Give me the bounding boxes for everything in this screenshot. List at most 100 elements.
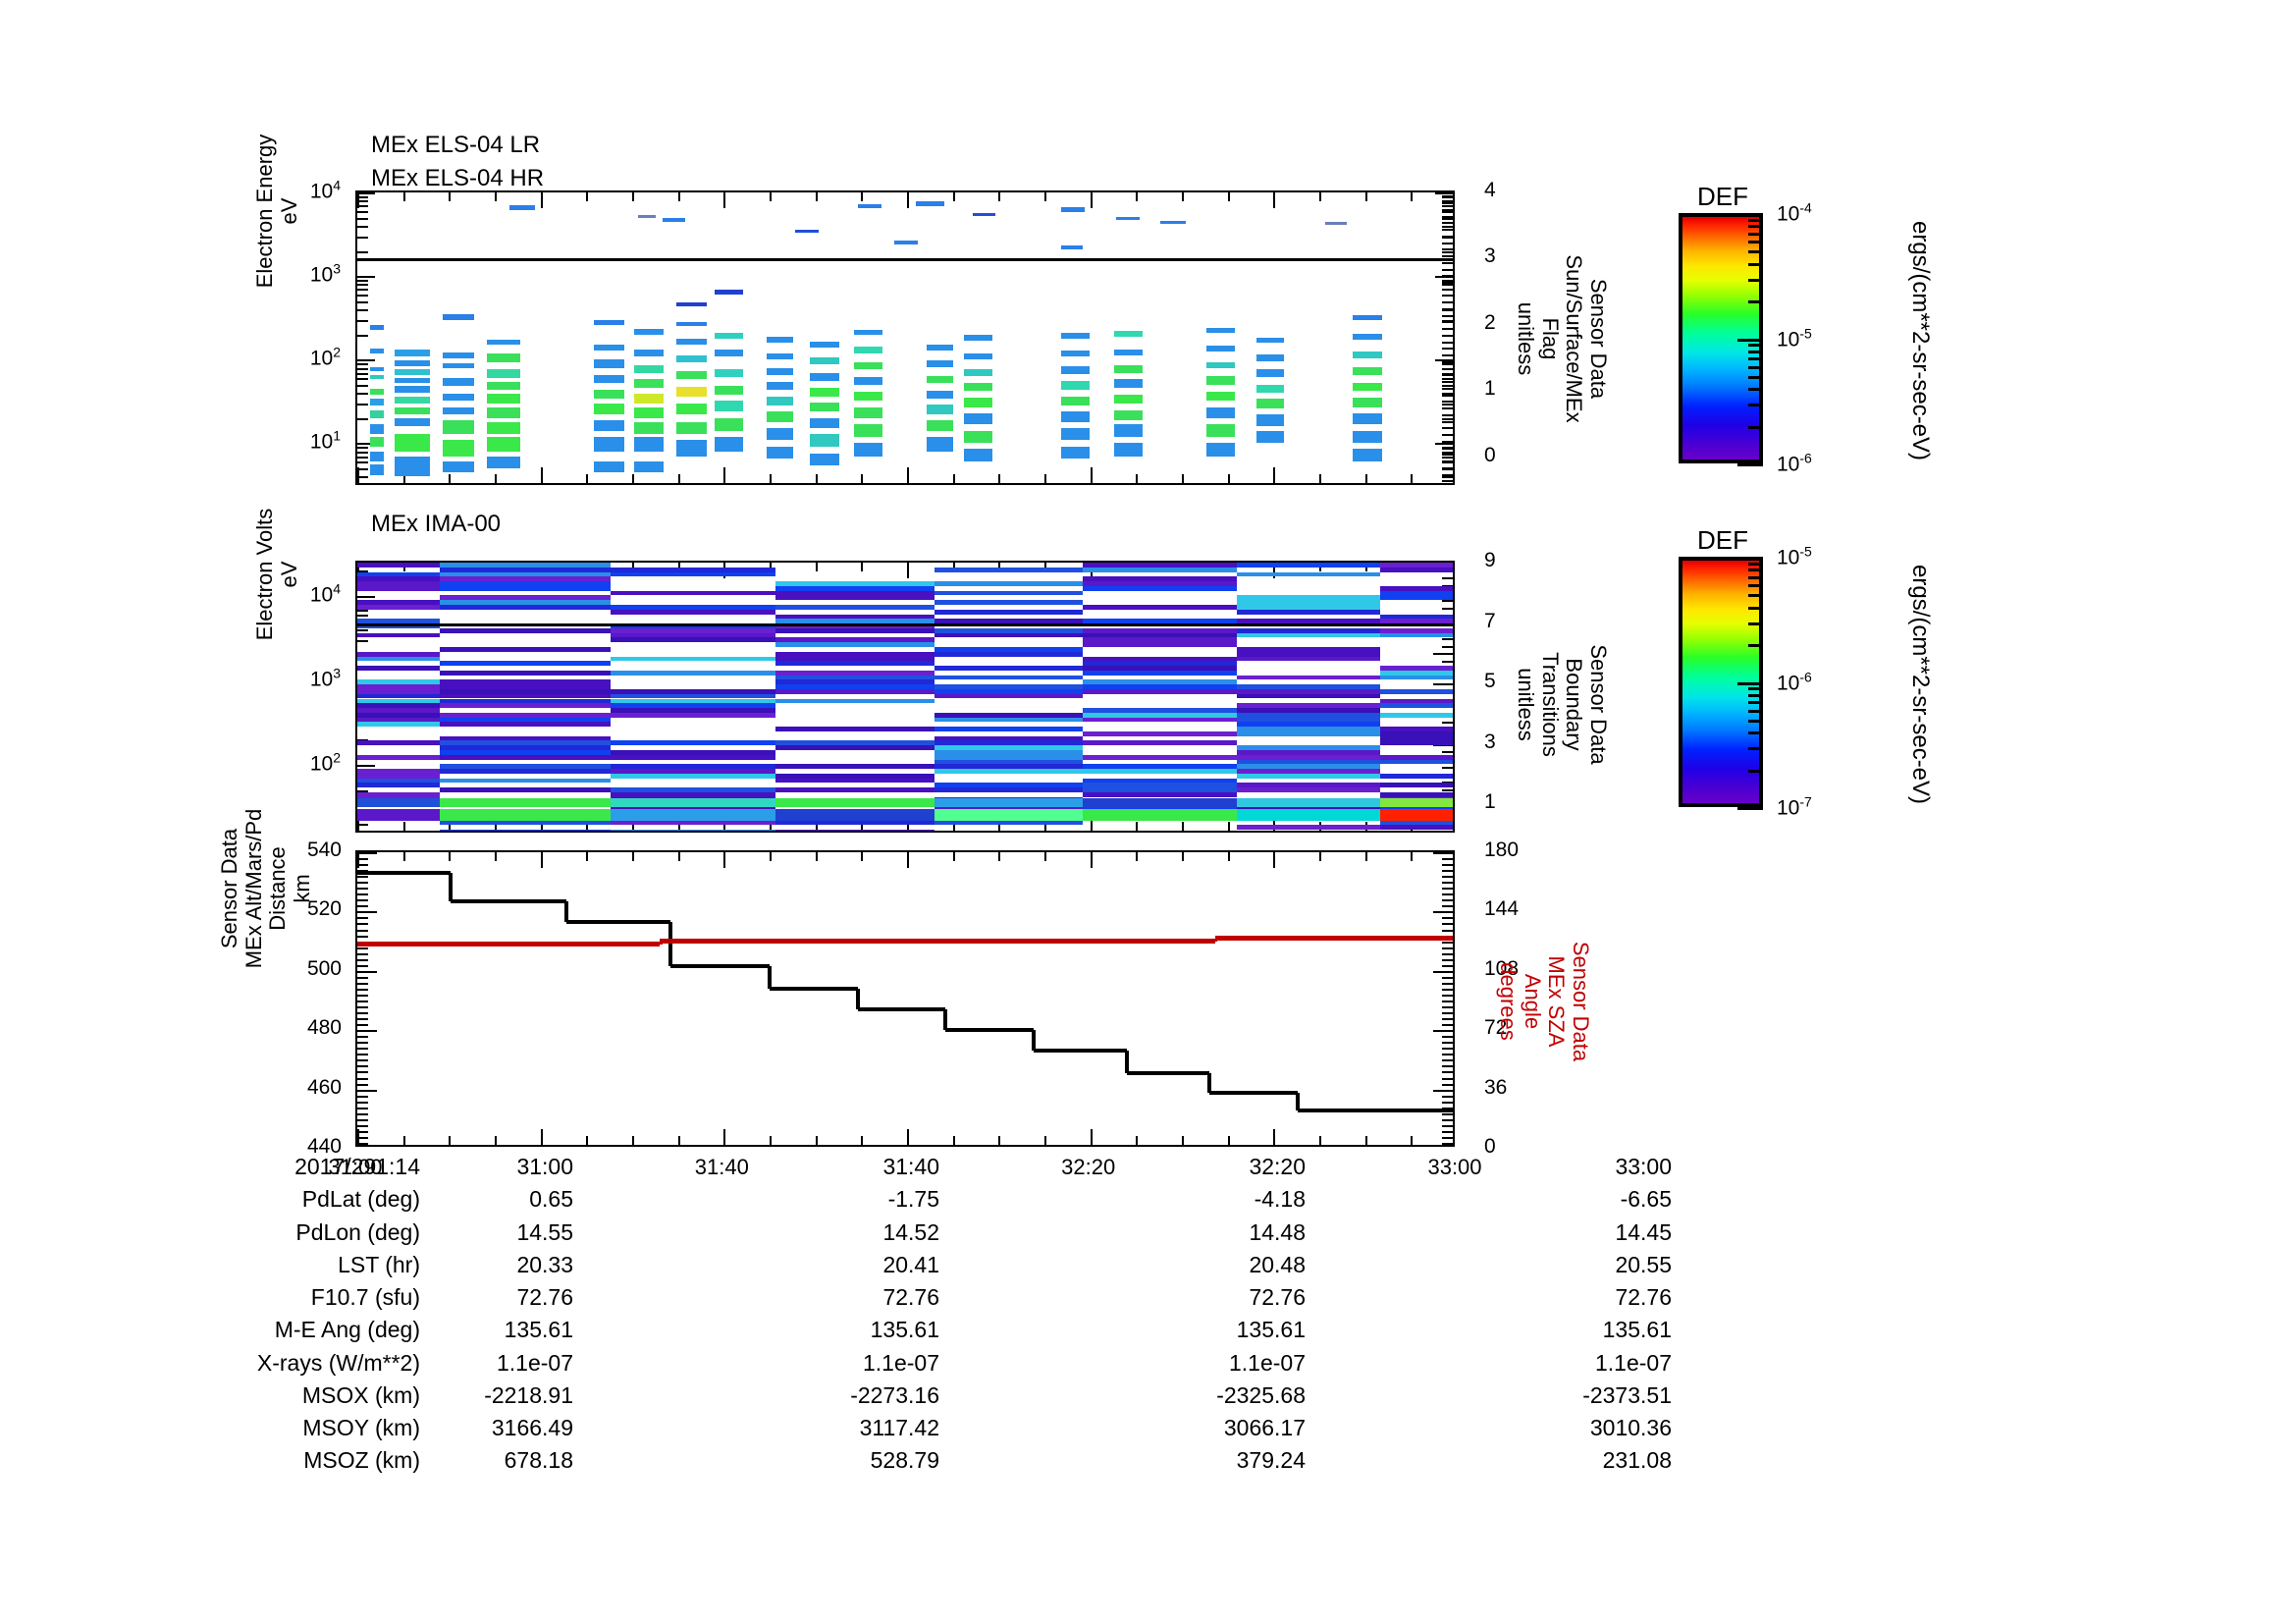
bot-right-y-tick-label: 108 [1484,956,1520,980]
y-tick [357,1042,368,1045]
bot-right-y-tick-label: 0 [1484,1135,1496,1158]
table-cell: 14.55 [516,1218,573,1245]
right-y-tick [1442,235,1453,238]
spectrogram-cell [774,778,934,784]
y-tick-minor [357,372,368,375]
spectrogram-cell [774,679,934,685]
spectrogram-cell [675,301,708,307]
spectrogram-cell [934,735,1084,741]
y-tick-minor [357,295,368,298]
spectrogram-cell [774,595,934,601]
spectrogram-cell [1237,727,1380,731]
spectrogram-cell [964,449,993,462]
y-tick [357,899,368,902]
table-cell: 3117.42 [859,1415,939,1441]
y-tick-minor [357,403,368,406]
spectrogram-cell [610,740,775,746]
spectrogram-cell [934,688,1084,694]
spectrogram-cell [610,609,775,615]
y-tick [357,935,368,938]
spectrogram-cell [610,656,775,662]
x-tick [632,563,634,571]
spectrogram-cell [927,419,954,432]
spectrogram-cell [1379,688,1453,694]
y-tick [357,1130,368,1133]
x-tick [632,852,634,861]
y-tick [357,882,368,885]
spectrogram-cell [1205,361,1235,369]
spectrogram-cell [357,619,440,624]
right-y-tick [1442,447,1453,450]
boundary-transitions-line [357,622,1453,626]
right-y-tick [1442,721,1453,724]
x-tick [815,822,818,831]
y-tick-minor [1442,319,1453,322]
sza-step-line [1214,936,1453,942]
top-right-y-tick-label: 3 [1484,244,1496,268]
y-tick-minor [1442,461,1453,464]
x-tick [677,192,680,201]
spectrogram-cell [1083,581,1237,586]
right-y-tick [1442,242,1453,244]
spectrogram-cell [1083,567,1237,572]
x-tick [952,192,955,201]
y-tick-minor [357,476,368,479]
spectrogram-cell [610,773,775,779]
right-y-tick [1442,917,1453,920]
right-y-tick [1442,1001,1453,1002]
y-tick-minor [1442,363,1453,366]
x-axis-tick-label: 32:20 [1061,1155,1116,1179]
spectrogram-cell [357,688,440,694]
x-tick [952,563,955,571]
y-tick [357,988,368,991]
x-tick [632,822,634,831]
y-tick-minor [357,384,368,387]
right-y-tick [1442,387,1453,390]
spectrogram-cell [715,289,744,296]
spectrogram-cell [1379,619,1453,624]
spectrogram-cell [357,754,440,760]
right-y-tick [1442,480,1453,483]
x-axis-tick-label: 33:00 [1427,1155,1482,1179]
y-tick [357,1012,368,1015]
spectrogram-cell [1237,764,1380,770]
y-tick-minor [357,205,368,208]
altitude-step-line [1385,1108,1453,1112]
table-cell: -6.65 [1620,1186,1672,1213]
spectrogram-cell [1060,411,1090,422]
spectrogram-cell [440,576,611,582]
y-tick-minor [357,236,368,239]
bot-y-line-2: MEx Alt/Mars/Pd [240,808,266,969]
x-tick [723,192,726,208]
ion-spectrogram-panel[interactable] [355,561,1455,833]
table-row: F10.7 (sfu) 72.76 72.76 72.76 72.76 [175,1281,1672,1314]
table-cell: 1.1e-07 [862,1349,939,1376]
table-cell: 135.61 [1602,1317,1672,1343]
colorbar-2-units: ergs/(cm**2-sr-sec-eV) [1907,565,1934,805]
electron-energy-spectrogram-panel[interactable] [355,190,1455,485]
right-y-tick [1442,401,1453,404]
spectrogram-cell [440,745,611,751]
y-tick [357,864,368,867]
spectrogram-cell [1083,632,1237,638]
y-tick [357,790,368,793]
top-y-tick-label: 104 [309,177,341,203]
colorbar-tick [1748,747,1763,751]
spectrogram-cell [610,820,775,826]
spectrogram-cell [1060,397,1090,406]
x-tick [998,822,1001,831]
spectrogram-cell [1352,431,1382,444]
spectrogram-cell [1113,364,1143,373]
right-y-tick [1442,751,1453,754]
altitude-sza-plot-panel[interactable] [355,850,1455,1147]
spectrogram-cell-hot [610,809,775,821]
spectrogram-cell [774,619,934,624]
spectrogram-cell [1237,595,1380,601]
spectrogram-cell [934,646,1084,652]
x-tick [632,474,634,483]
spectrogram-cell [766,411,793,422]
y-tick-minor [1435,192,1453,194]
y-tick [357,870,368,873]
spectrogram-cell [774,830,934,831]
spectrogram-cell [715,417,744,432]
